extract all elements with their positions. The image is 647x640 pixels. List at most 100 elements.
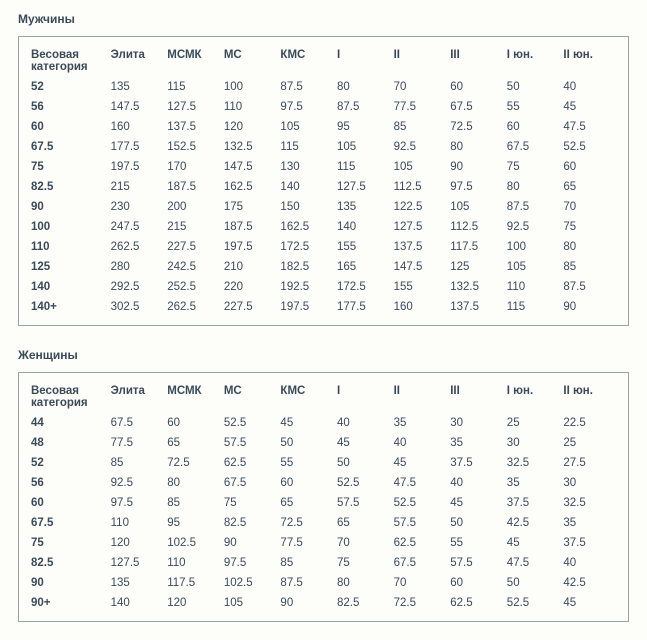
value-cell: 127.5	[335, 177, 392, 197]
weight-category-cell: 100	[29, 217, 109, 237]
value-cell: 25	[561, 433, 618, 453]
col-weight-category: Весовая категория	[29, 381, 109, 413]
value-cell: 252.5	[165, 277, 222, 297]
value-cell: 112.5	[448, 217, 505, 237]
value-cell: 122.5	[392, 197, 449, 217]
value-cell: 97.5	[109, 493, 166, 513]
value-cell: 92.5	[392, 137, 449, 157]
value-cell: 105	[448, 197, 505, 217]
table-row: 90135117.5102.587.58070605042.5	[29, 573, 618, 593]
section-spacer	[18, 326, 629, 342]
value-cell: 177.5	[109, 137, 166, 157]
value-cell: 137.5	[165, 117, 222, 137]
value-cell: 77.5	[392, 97, 449, 117]
value-cell: 120	[109, 533, 166, 553]
value-cell: 57.5	[335, 493, 392, 513]
weight-category-cell: 140	[29, 277, 109, 297]
value-cell: 247.5	[109, 217, 166, 237]
value-cell: 127.5	[165, 97, 222, 117]
table-row: 528572.562.555504537.532.527.5	[29, 453, 618, 473]
value-cell: 55	[505, 97, 562, 117]
value-cell: 230	[109, 197, 166, 217]
weight-category-cell: 90	[29, 197, 109, 217]
table-row: 125280242.5210182.5165147.512510585	[29, 257, 618, 277]
value-cell: 90	[278, 593, 335, 613]
value-cell: 220	[222, 277, 279, 297]
value-cell: 135	[109, 573, 166, 593]
value-cell: 197.5	[109, 157, 166, 177]
value-cell: 90	[561, 297, 618, 317]
value-cell: 67.5	[448, 97, 505, 117]
value-cell: 87.5	[278, 573, 335, 593]
value-cell: 135	[335, 197, 392, 217]
value-cell: 215	[109, 177, 166, 197]
value-cell: 130	[278, 157, 335, 177]
value-cell: 140	[109, 593, 166, 613]
value-cell: 162.5	[278, 217, 335, 237]
value-cell: 65	[335, 513, 392, 533]
value-cell: 115	[165, 77, 222, 97]
value-cell: 35	[392, 413, 449, 433]
value-cell: 72.5	[392, 593, 449, 613]
value-cell: 97.5	[278, 97, 335, 117]
value-cell: 262.5	[165, 297, 222, 317]
value-cell: 75	[222, 493, 279, 513]
table-row: 4467.56052.5454035302522.5	[29, 413, 618, 433]
weight-category-cell: 60	[29, 493, 109, 513]
value-cell: 67.5	[392, 553, 449, 573]
value-cell: 47.5	[392, 473, 449, 493]
value-cell: 105	[335, 137, 392, 157]
weight-category-cell: 44	[29, 413, 109, 433]
value-cell: 160	[392, 297, 449, 317]
col-i: I	[335, 45, 392, 77]
value-cell: 85	[392, 117, 449, 137]
value-cell: 65	[278, 493, 335, 513]
value-cell: 87.5	[561, 277, 618, 297]
value-cell: 197.5	[222, 237, 279, 257]
value-cell: 127.5	[392, 217, 449, 237]
col-iii: III	[448, 381, 505, 413]
value-cell: 45	[505, 533, 562, 553]
value-cell: 40	[392, 433, 449, 453]
value-cell: 37.5	[505, 493, 562, 513]
value-cell: 90	[448, 157, 505, 177]
table-row: 75197.5170147.5130115105907560	[29, 157, 618, 177]
value-cell: 215	[165, 217, 222, 237]
value-cell: 32.5	[505, 453, 562, 473]
value-cell: 52.5	[505, 593, 562, 613]
value-cell: 152.5	[165, 137, 222, 157]
value-cell: 137.5	[448, 297, 505, 317]
value-cell: 210	[222, 257, 279, 277]
value-cell: 110	[109, 513, 166, 533]
table-row: 100247.5215187.5162.5140127.5112.592.575	[29, 217, 618, 237]
table-row: 5692.58067.56052.547.5403530	[29, 473, 618, 493]
value-cell: 117.5	[165, 573, 222, 593]
women-table-wrap: Весовая категория Элита МСМК МС КМС I II…	[18, 372, 629, 622]
value-cell: 192.5	[278, 277, 335, 297]
table-row: 67.5177.5152.5132.511510592.58067.552.5	[29, 137, 618, 157]
weight-category-cell: 60	[29, 117, 109, 137]
value-cell: 82.5	[222, 513, 279, 533]
col-ii-jun: II юн.	[561, 45, 618, 77]
table-row: 82.5215187.5162.5140127.5112.597.58065	[29, 177, 618, 197]
value-cell: 105	[222, 593, 279, 613]
value-cell: 42.5	[505, 513, 562, 533]
value-cell: 110	[222, 97, 279, 117]
value-cell: 137.5	[392, 237, 449, 257]
value-cell: 92.5	[505, 217, 562, 237]
value-cell: 135	[109, 77, 166, 97]
value-cell: 52.5	[561, 137, 618, 157]
value-cell: 132.5	[222, 137, 279, 157]
value-cell: 95	[165, 513, 222, 533]
value-cell: 105	[505, 257, 562, 277]
value-cell: 70	[392, 573, 449, 593]
value-cell: 100	[505, 237, 562, 257]
value-cell: 50	[448, 513, 505, 533]
value-cell: 105	[278, 117, 335, 137]
value-cell: 70	[561, 197, 618, 217]
value-cell: 155	[392, 277, 449, 297]
col-elite: Элита	[109, 381, 166, 413]
value-cell: 67.5	[222, 473, 279, 493]
value-cell: 75	[335, 553, 392, 573]
value-cell: 120	[222, 117, 279, 137]
